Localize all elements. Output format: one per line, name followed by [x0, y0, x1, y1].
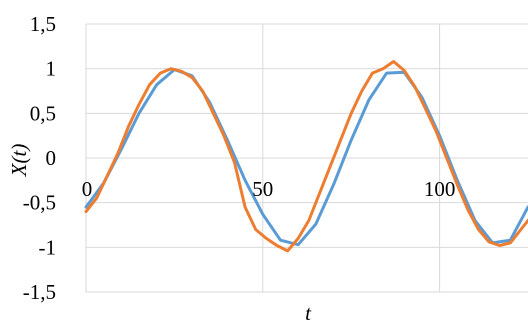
- x-axis-ticks: 0 50 100: [82, 177, 456, 201]
- y-tick-label-2: 0,5: [30, 101, 56, 125]
- y-axis-ticks: 1,5 1 0,5 0 -0,5 -1 -1,5: [23, 12, 56, 304]
- x-tick-label-0: 0: [82, 177, 93, 201]
- series-line-2: [84, 60, 528, 253]
- grid-lines: [85, 23, 528, 293]
- series-line-1: [84, 68, 528, 247]
- y-axis-label: X(t): [7, 144, 31, 178]
- plot-area: [84, 60, 528, 253]
- y-tick-label-1: 1: [46, 57, 57, 81]
- x-tick-label-1: 50: [252, 177, 273, 201]
- x-tick-label-2: 100: [424, 177, 456, 201]
- x-axis-label: t: [305, 301, 312, 325]
- y-tick-label-4: -0,5: [23, 191, 56, 215]
- y-tick-label-5: -1: [39, 235, 57, 259]
- y-tick-label-3: 0: [46, 146, 57, 170]
- y-tick-label-0: 1,5: [30, 12, 56, 36]
- y-tick-label-6: -1,5: [23, 280, 56, 304]
